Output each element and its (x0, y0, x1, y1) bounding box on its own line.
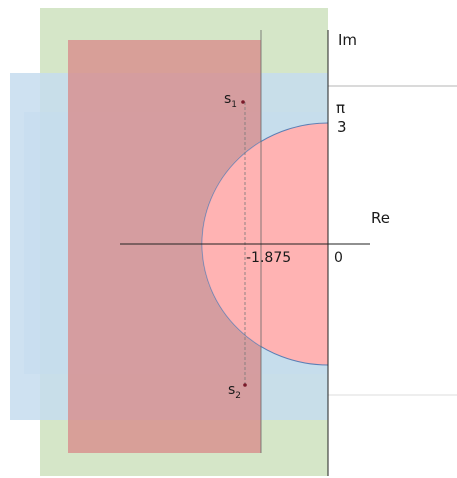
s2-base: s (228, 382, 235, 398)
pi-label: π (336, 99, 345, 117)
origin-label: 0 (334, 250, 343, 266)
real-axis-label: Re (371, 209, 390, 227)
s1-label: s1 (224, 91, 237, 110)
point-s2 (243, 383, 247, 387)
imaginary-axis-label: Im (338, 31, 357, 49)
white-half-disk (328, 112, 457, 374)
s2-label: s2 (228, 382, 241, 401)
center-value-label: -1.875 (246, 250, 291, 266)
s1-subscript: 1 (231, 100, 237, 110)
s1-base: s (224, 91, 231, 107)
s2-subscript: 2 (235, 391, 241, 401)
point-s1 (241, 100, 245, 104)
pi-denominator-label: 3 (337, 118, 347, 136)
